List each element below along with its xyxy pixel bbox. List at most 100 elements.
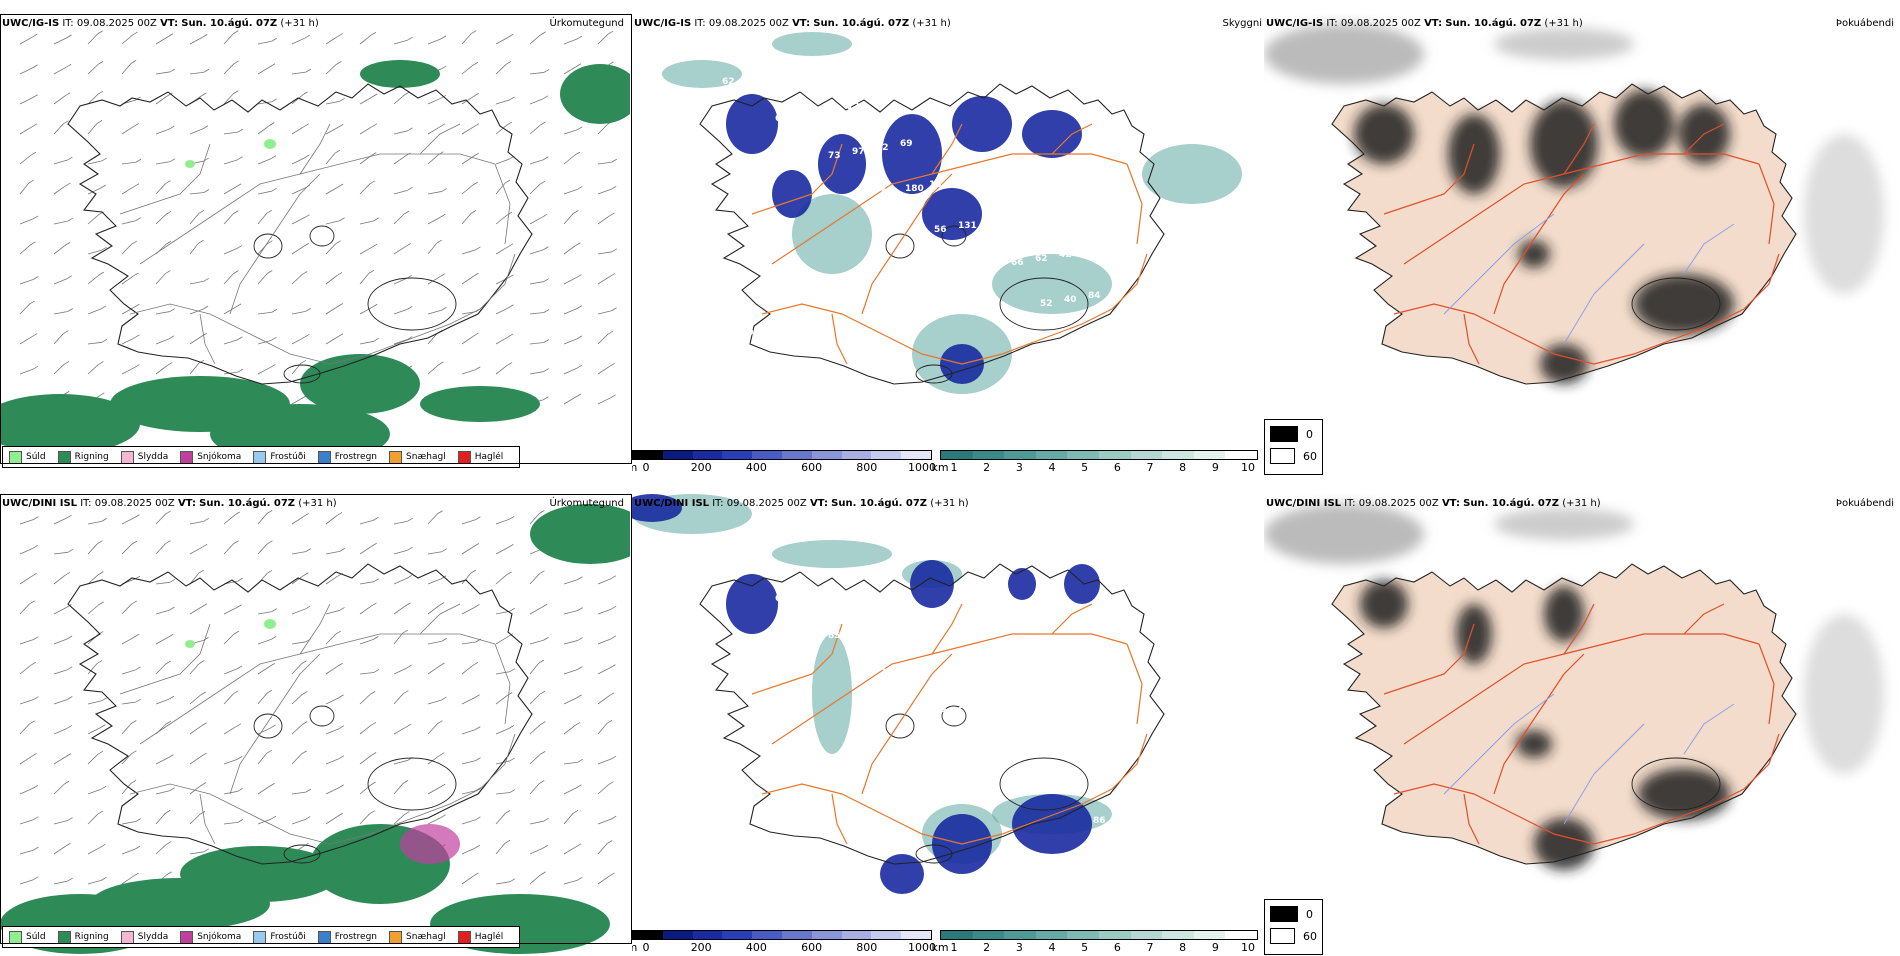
legend-item: Snæhagl <box>389 450 446 464</box>
legend-label: Haglél <box>474 932 504 942</box>
colorbar-tick: 1 <box>950 461 958 474</box>
cloud-base-label: 180 <box>905 184 924 194</box>
colorbar-tick: 8 <box>1179 941 1187 954</box>
legend-swatch <box>180 450 194 464</box>
cloud-base-label: 71 <box>953 176 966 186</box>
panel-type-label: Þokuábendi <box>1835 498 1894 509</box>
colorbar-tick: 2 <box>983 941 991 954</box>
colorbar-unit: m <box>632 461 637 474</box>
cloud-base-label: 50 <box>1112 287 1125 297</box>
legend-label: Súld <box>26 932 46 942</box>
cloud-base-label: 129 <box>847 102 866 112</box>
visibility-colorbar: km 1 2 3 4 5 6 7 8 9 10 <box>931 450 1258 476</box>
cloud-base-label: 66 <box>1011 258 1024 268</box>
precip-map-row1 <box>0 30 630 464</box>
cloud-base-label: 57 <box>746 373 759 383</box>
legend-swatch <box>1270 906 1298 922</box>
cloud-base-label: 45 <box>823 586 836 596</box>
cloud-base-label: 56 <box>982 217 995 227</box>
cloud-base-label: 69 <box>900 139 913 149</box>
colorbar-tick: 200 <box>690 941 712 954</box>
cloud-base-label: 12 <box>876 143 889 153</box>
cloud-base-label: 75 <box>934 705 947 715</box>
legend-item: Snæhagl <box>389 930 446 944</box>
cloud-base-label: 65 <box>775 594 788 604</box>
colorbar-tick: 7 <box>1146 941 1154 954</box>
legend-label: Snjókoma <box>197 452 242 462</box>
legend-label: Frostúði <box>270 452 306 462</box>
cloud-base-label: 84 <box>1088 291 1101 301</box>
visibility-colorbar: km 1 2 3 4 5 6 7 8 9 10 <box>931 930 1258 956</box>
legend-swatch <box>389 450 403 464</box>
colorbar-unit: km <box>931 941 949 954</box>
legend-swatch <box>253 930 267 944</box>
cloud-base-label: 59 <box>1093 336 1106 346</box>
legend-item: Frostregn <box>317 450 377 464</box>
cloud-base-label: 56 <box>852 627 865 637</box>
cloud-base-label: 48 <box>987 262 1000 272</box>
colorbar-tick: 4 <box>1048 461 1056 474</box>
colorbar-tick: 400 <box>745 941 767 954</box>
colorbar-tick: 0 <box>642 461 650 474</box>
colorbar-tick: 0 <box>642 941 650 954</box>
precip-map-row2 <box>0 504 630 954</box>
ceiling-visibility-panel-row1: 62 63 73 66 56 48 52 59 57 92 97 180 131 66 40 73 50 106 1… <box>632 14 1262 476</box>
ceiling-map-row1: 62 63 73 66 56 48 52 59 57 92 97 180 131 66 40 73 50 106 1… <box>662 32 1242 394</box>
legend-item: Haglél <box>457 450 503 464</box>
colorbar-tick: 600 <box>801 461 823 474</box>
legend-item: Frostúði <box>253 450 306 464</box>
cloud-base-label: 103 <box>1011 738 1030 748</box>
panel-type-label: Skyggni <box>1222 18 1262 29</box>
cloud-base-label: 73 <box>1117 332 1130 342</box>
cloud-base-label: 85 <box>828 631 841 641</box>
cloud-base-label: 52 <box>1040 299 1053 309</box>
legend-item: Snjókoma <box>180 450 242 464</box>
legend-item: Snjókoma <box>180 930 241 944</box>
cloud-base-label: 131 <box>958 221 977 231</box>
legend-swatch <box>317 450 331 464</box>
legend-label: Slydda <box>137 452 169 462</box>
cloud-base-label: 18 <box>876 623 889 633</box>
colorbar-tick: 6 <box>1113 941 1121 954</box>
panel-header: UWC/IG-IS IT: 09.08.2025 00Z VT: Sun. 10… <box>1266 18 1583 29</box>
colorbar-tick: 1 <box>950 941 958 954</box>
colorbar-tick: 5 <box>1081 941 1089 954</box>
legend-swatch <box>120 930 134 944</box>
legend-label: Rigning <box>74 452 109 462</box>
panel-header: UWC/DINI ISL IT: 09.08.2025 00Z VT: Sun.… <box>2 498 337 509</box>
legend-item: Slydda <box>120 930 168 944</box>
colorbar-tick: 9 <box>1211 461 1219 474</box>
legend-swatch <box>120 450 134 464</box>
colorbar-unit: km <box>931 461 949 474</box>
colorbar-tick: 200 <box>690 461 712 474</box>
colorbar-tick: 10 <box>1241 941 1255 954</box>
legend-label: 0 <box>1306 427 1313 441</box>
cloud-base-label: 147 <box>905 664 924 674</box>
legend-swatch <box>457 450 471 464</box>
colorbar-tick: 3 <box>1015 941 1023 954</box>
legend-label: 60 <box>1303 929 1317 943</box>
colorbar-tick: 800 <box>856 941 878 954</box>
fog-panel-row1: UWC/IG-IS IT: 09.08.2025 00Z VT: Sun. 10… <box>1264 14 1900 476</box>
precip-legend: Súld Rigning Slydda Snjókoma Frostúði Frostre… <box>2 446 521 468</box>
cloud-base-label: 92 <box>799 110 812 120</box>
cloud-base-label: 43 <box>1040 779 1053 789</box>
legend-item: Súld <box>9 930 46 944</box>
cloud-base-label: 56 <box>934 225 947 235</box>
cloud-base-label: 62 <box>1035 254 1048 264</box>
precip-type-panel-row1: UWC/IG-IS IT: 09.08.2025 00Z VT: Sun. 10… <box>0 14 630 476</box>
cloud-base-label: 58 <box>765 324 778 334</box>
colorbar-tick: 400 <box>745 461 767 474</box>
legend-item: 60 <box>1270 928 1317 944</box>
legend-item: Frostregn <box>317 930 377 944</box>
cloud-base-label: 106 <box>823 106 842 116</box>
legend-swatch <box>457 930 471 944</box>
fog-legend: 0 60 <box>1264 899 1323 955</box>
colorbar-tick: 7 <box>1146 461 1154 474</box>
cloud-base-label: 80 <box>741 328 754 338</box>
legend-item: 0 <box>1270 906 1317 922</box>
cloud-base-label: 40 <box>1064 295 1077 305</box>
legend-swatch <box>180 930 194 944</box>
colorbar-tick: 800 <box>856 461 878 474</box>
legend-swatch <box>253 450 267 464</box>
